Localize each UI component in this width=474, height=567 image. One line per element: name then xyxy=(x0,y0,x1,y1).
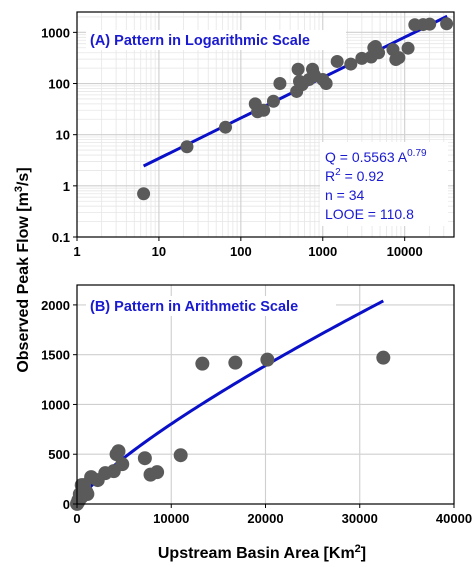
data-point xyxy=(372,46,386,60)
data-point xyxy=(180,140,194,154)
y-tick-label: 2000 xyxy=(41,298,70,313)
y-tick-label: 0.1 xyxy=(52,230,70,245)
y-axis-label-prefix: Observed Peak Flow [m xyxy=(15,192,32,373)
data-point xyxy=(115,457,130,472)
x-tick-label: 1 xyxy=(73,244,80,259)
y-tick-label: 1000 xyxy=(41,25,70,40)
fit-curve-line xyxy=(75,299,385,505)
x-axis-label-sup: 2 xyxy=(355,543,361,555)
x-tick-label: 40000 xyxy=(436,511,472,526)
equation-line-sup: 0.79 xyxy=(407,148,427,159)
y-tick-label: 1 xyxy=(63,179,70,194)
equation-box: Q = 0.5563 A0.79 R2 = 0.92 n = 34 LOOE = 11… xyxy=(325,148,427,222)
x-tick-label: 10000 xyxy=(153,511,189,526)
y-tick-label: 10 xyxy=(56,128,70,143)
y-tick-label: 500 xyxy=(48,447,70,462)
x-tick-label: 30000 xyxy=(342,511,378,526)
x-tick-label: 100 xyxy=(230,244,252,259)
y-axis-label: Observed Peak Flow [m3/s] xyxy=(13,167,32,372)
y-axis-label-suffix: /s] xyxy=(15,167,32,186)
panel-b-title-bg xyxy=(86,296,336,316)
data-point xyxy=(344,57,358,71)
data-point xyxy=(173,448,188,463)
data-point xyxy=(195,356,210,371)
data-point xyxy=(137,451,152,466)
data-point xyxy=(111,444,126,459)
equation-line: Q = 0.5563 A0.79 xyxy=(325,148,427,165)
data-point xyxy=(257,103,271,117)
y-axis-label-sup: 3 xyxy=(13,186,25,192)
panel-a-title-bg xyxy=(86,30,346,50)
data-point xyxy=(330,54,344,68)
data-point xyxy=(260,352,275,367)
y-tick-label: 0 xyxy=(63,497,70,512)
x-tick-label: 10 xyxy=(152,244,166,259)
data-point xyxy=(150,465,165,480)
panel-b-points xyxy=(70,350,391,511)
data-point xyxy=(219,120,233,134)
data-point xyxy=(228,355,243,370)
data-point xyxy=(423,17,437,31)
x-tick-label: 1000 xyxy=(308,244,337,259)
data-point xyxy=(319,77,333,91)
panel-b-title: (B) Pattern in Arithmetic Scale xyxy=(90,299,298,315)
data-point xyxy=(266,94,280,108)
equation-line: LOOE = 110.8 xyxy=(325,206,414,222)
data-point xyxy=(376,350,391,365)
panel-a-frame xyxy=(76,11,455,238)
x-axis-label-prefix: Upstream Basin Area [Km xyxy=(158,545,355,562)
equation-line: n = 34 xyxy=(325,187,365,203)
x-axis-label: Upstream Basin Area [Km2] xyxy=(158,543,366,562)
panel-b-arithmetic-scale: 0 10000 20000 30000 40000 0 500 1000 1500 2000 (B… xyxy=(41,284,472,526)
y-tick-label: 1500 xyxy=(41,348,70,363)
equation-line-text: R xyxy=(325,168,335,184)
panel-b-fit-curve xyxy=(75,299,385,505)
panel-b-frame xyxy=(76,284,455,505)
equation-line-text: LOOE = 110.8 xyxy=(325,206,414,222)
equation-box-bg xyxy=(320,142,448,226)
data-point xyxy=(440,17,454,31)
panel-b-grid xyxy=(76,285,455,505)
panel-b-ticks: 0 10000 20000 30000 40000 0 500 1000 1500 2000 xyxy=(41,298,472,526)
data-point xyxy=(291,62,305,76)
panel-a-points xyxy=(137,17,454,201)
equation-line: R2 = 0.92 xyxy=(325,167,384,184)
data-point xyxy=(392,51,406,65)
data-point xyxy=(273,77,287,91)
equation-line-text: Q = 0.5563 A xyxy=(325,149,408,165)
equation-line-after: = 0.92 xyxy=(341,168,384,184)
equation-line-text: n = 34 xyxy=(325,187,365,203)
y-tick-label: 1000 xyxy=(41,397,70,412)
y-tick-label: 100 xyxy=(48,77,70,92)
panel-a-title: (A) Pattern in Logarithmic Scale xyxy=(90,33,310,49)
data-point xyxy=(137,187,151,201)
data-point xyxy=(401,41,415,55)
x-tick-label: 10000 xyxy=(387,244,423,259)
x-tick-label: 20000 xyxy=(247,511,283,526)
x-axis-label-suffix: ] xyxy=(361,545,366,562)
data-point xyxy=(80,487,95,502)
x-tick-label: 0 xyxy=(73,511,80,526)
equation-line-sup: 2 xyxy=(335,167,341,178)
